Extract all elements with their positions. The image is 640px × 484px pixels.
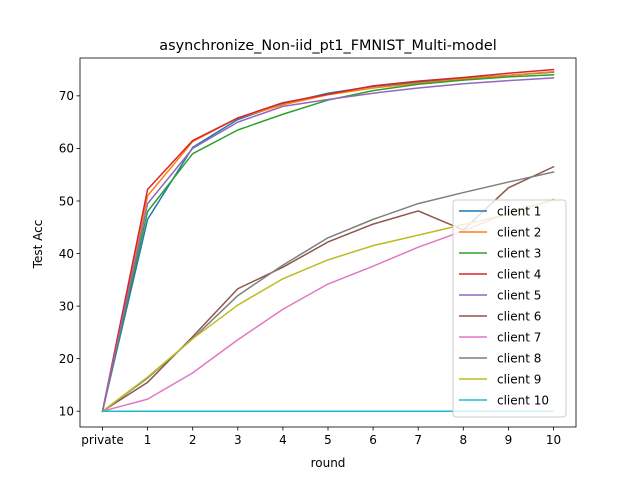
x-tick-label: 1 <box>144 433 152 447</box>
y-tick-label: 30 <box>59 299 74 313</box>
legend-label: client 2 <box>497 225 541 239</box>
x-tick-label: 5 <box>324 433 332 447</box>
x-tick-label: 6 <box>369 433 377 447</box>
y-tick-label: 40 <box>59 247 74 261</box>
y-tick-label: 10 <box>59 405 74 419</box>
axes-frame <box>79 57 577 428</box>
x-tick-label: 2 <box>189 433 197 447</box>
x-tick-label: 8 <box>459 433 467 447</box>
legend-label: client 5 <box>497 288 541 302</box>
chart-title: asynchronize_Non-iid_pt1_FMNIST_Multi-mo… <box>159 38 496 54</box>
series-line-4 <box>101 68 555 413</box>
legend-box <box>452 199 567 418</box>
x-tick-label: private <box>81 433 123 447</box>
x-tick-label: 3 <box>234 433 242 447</box>
legend-label: client 6 <box>497 309 541 323</box>
legend-label: client 7 <box>497 330 541 344</box>
y-tick-label: 70 <box>59 89 74 103</box>
y-tick-label: 60 <box>59 142 74 156</box>
plot-area: private 1 2 3 4 5 6 7 8 9 10 10 20 30 40 50 60 70 client 1… <box>59 57 577 447</box>
y-axis-label: Test Acc <box>31 220 45 270</box>
x-tick-label: 4 <box>279 433 287 447</box>
legend-label: client 9 <box>497 372 541 386</box>
x-tick-label: 10 <box>546 433 561 447</box>
legend-label: client 10 <box>497 393 549 407</box>
x-axis-label: round <box>311 456 346 470</box>
legend-label: client 4 <box>497 267 541 281</box>
legend-label: client 3 <box>497 246 541 260</box>
legend-label: client 1 <box>497 204 541 218</box>
legend-label: client 8 <box>497 351 541 365</box>
y-tick-label: 50 <box>59 194 74 208</box>
series-line-5 <box>101 77 555 413</box>
x-tick-label: 7 <box>414 433 422 447</box>
x-tick-label: 9 <box>505 433 513 447</box>
y-tick-label: 20 <box>59 352 74 366</box>
